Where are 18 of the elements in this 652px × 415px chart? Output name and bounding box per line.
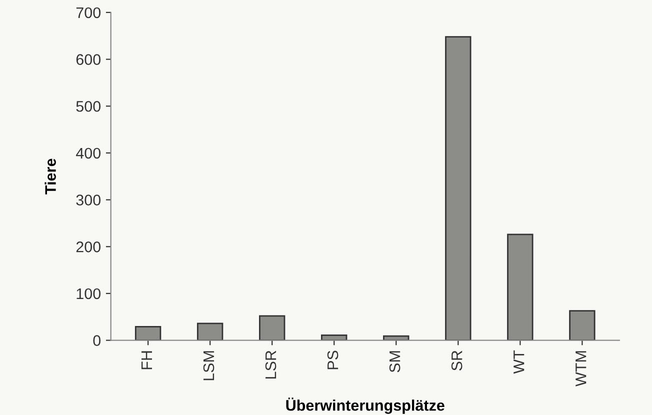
- y-tick-label: 700: [76, 7, 101, 18]
- x-tick-label: LSM: [203, 351, 214, 380]
- y-axis-title: Tiere: [44, 158, 56, 194]
- y-tick-label: 400: [76, 148, 101, 159]
- x-tick-label: WT: [514, 350, 524, 374]
- y-tick-label: 100: [76, 288, 101, 300]
- y-tick-label: 600: [76, 54, 101, 65]
- x-tick-label: FH: [141, 351, 152, 370]
- x-axis-title: Überwinterungsplätze: [286, 398, 444, 414]
- x-tick-label: SR: [451, 350, 462, 371]
- x-tick-label: PS: [327, 350, 338, 370]
- y-tick-label: 200: [76, 241, 101, 252]
- y-tick-label: 300: [76, 194, 101, 206]
- x-tick-label: SM: [389, 351, 400, 372]
- x-tick-label: LSR: [265, 350, 276, 378]
- x-tick-label: WTM: [576, 351, 586, 386]
- y-tick-label: 500: [76, 100, 101, 112]
- y-tick-label: 0: [93, 335, 101, 346]
